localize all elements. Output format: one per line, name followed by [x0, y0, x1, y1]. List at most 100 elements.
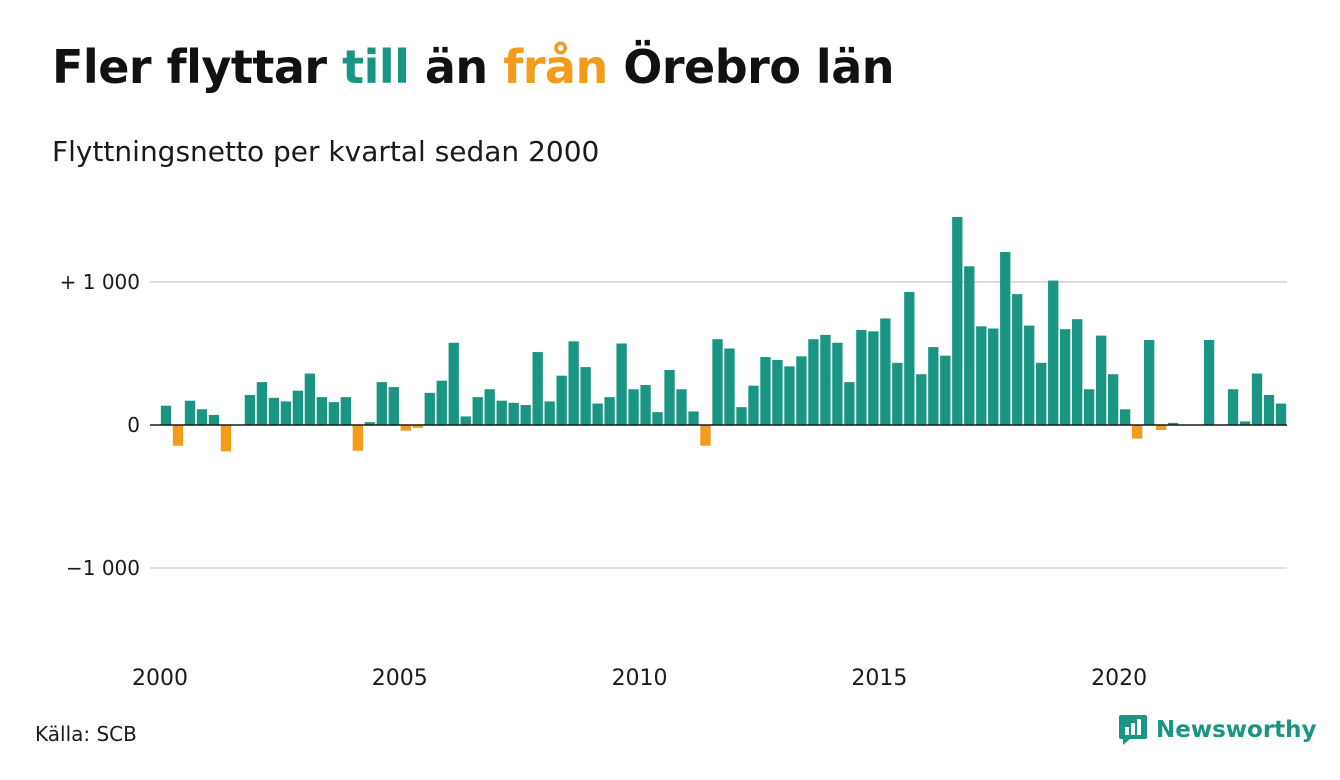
- bar: [976, 326, 987, 425]
- bar: [436, 380, 447, 425]
- gridlines: [150, 281, 1287, 569]
- bar: [844, 382, 855, 425]
- x-tick-label: 2000: [132, 666, 188, 691]
- bar: [604, 397, 615, 425]
- bar: [412, 425, 423, 428]
- bar: [640, 384, 651, 425]
- bar: [1275, 403, 1287, 425]
- bar: [652, 412, 663, 425]
- bar: [508, 402, 519, 425]
- bar: [784, 366, 795, 425]
- bar: [544, 401, 555, 425]
- newsworthy-brand[interactable]: Newsworthy: [1118, 714, 1317, 746]
- x-axis-ticks: 2000 2005 2010 2015 2020: [132, 666, 1147, 691]
- title-highlight-fran: från: [503, 40, 608, 94]
- brand-name: Newsworthy: [1156, 717, 1317, 743]
- bar: [460, 416, 471, 425]
- title-highlight-till: till: [342, 40, 410, 94]
- bar: [268, 397, 280, 425]
- bar: [700, 425, 711, 446]
- bar: [916, 374, 927, 425]
- bar: [208, 414, 220, 425]
- bar: [244, 394, 256, 425]
- bar: [184, 400, 196, 425]
- bar: [568, 341, 579, 425]
- bar: [748, 385, 759, 425]
- bar: [316, 397, 328, 425]
- bar: [628, 389, 639, 425]
- bar: [988, 328, 999, 425]
- bar: [1143, 339, 1155, 425]
- bar: [868, 331, 879, 425]
- bar: [1263, 394, 1275, 425]
- bar: [280, 401, 292, 425]
- bar: [736, 407, 747, 426]
- bar: [1203, 339, 1215, 425]
- bar: [724, 348, 735, 425]
- bar: [292, 390, 304, 425]
- bar: [352, 425, 363, 451]
- bar: [892, 362, 903, 425]
- bar: [1000, 251, 1011, 425]
- chart-subtitle: Flyttningsnetto per kvartal sedan 2000: [52, 135, 600, 168]
- bar: [1024, 325, 1035, 425]
- bar: [820, 334, 831, 425]
- bar: [1119, 409, 1131, 425]
- x-tick-label: 2005: [372, 666, 428, 691]
- bar: [880, 318, 891, 425]
- bar: [520, 404, 531, 425]
- bar: [928, 347, 939, 425]
- bar: [796, 356, 807, 425]
- bar: [772, 359, 783, 425]
- source-label: Källa: SCB: [35, 722, 137, 746]
- bar: [400, 425, 411, 431]
- x-tick-label: 2020: [1091, 666, 1147, 691]
- bar: [1096, 335, 1107, 425]
- y-tick-label: −1 000: [66, 556, 140, 580]
- bar: [448, 342, 459, 425]
- bar: [160, 405, 172, 425]
- bar: [676, 389, 687, 425]
- bar: [1108, 374, 1119, 425]
- newsworthy-chart-logo-icon: [1119, 715, 1147, 745]
- bar: [1084, 389, 1095, 425]
- bar: [1131, 425, 1143, 439]
- bar: [580, 367, 591, 425]
- bar: [1155, 425, 1167, 430]
- bar: [376, 382, 387, 425]
- bar: [832, 342, 843, 425]
- bar: [196, 409, 208, 425]
- bar: [484, 389, 495, 425]
- bar: [256, 382, 268, 425]
- bars: [160, 216, 1287, 452]
- bar: [172, 425, 184, 446]
- title-part-1: Fler flyttar: [52, 40, 343, 94]
- bar: [1251, 373, 1263, 425]
- bar: [304, 373, 316, 425]
- bar: [388, 387, 399, 425]
- bar: [856, 329, 867, 425]
- bar: [964, 266, 975, 425]
- bar: [1060, 329, 1071, 425]
- title-part-5: Örebro län: [607, 40, 894, 94]
- bar: [340, 397, 351, 425]
- bar: [904, 292, 915, 425]
- title-part-3: än: [409, 40, 504, 94]
- bar: [424, 392, 435, 425]
- bar: [328, 402, 339, 425]
- y-axis-ticks: + 1 000 0 −1 000: [60, 270, 140, 580]
- bar: [616, 343, 627, 425]
- bar: [592, 403, 603, 425]
- bar: [1036, 362, 1047, 425]
- bar: [556, 375, 567, 425]
- bar: [496, 400, 507, 425]
- bar: [1167, 422, 1179, 426]
- bar: [1048, 280, 1059, 425]
- bar: [940, 355, 951, 425]
- bar: [220, 425, 232, 452]
- y-tick-label: 0: [127, 413, 140, 437]
- bar: [1072, 319, 1083, 425]
- bar: [808, 339, 819, 425]
- bar-chart: + 1 000 0 −1 000 2000 2005 2010 2015 2020: [60, 216, 1287, 691]
- bar: [1227, 389, 1239, 425]
